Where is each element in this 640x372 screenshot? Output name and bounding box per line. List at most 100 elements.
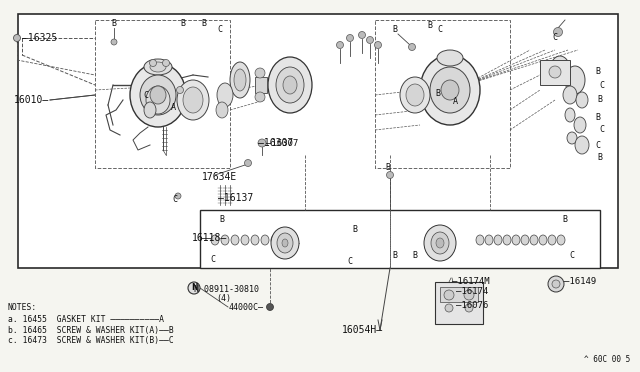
Text: —16174M: —16174M (452, 276, 490, 285)
Ellipse shape (550, 56, 570, 84)
Ellipse shape (271, 235, 279, 245)
Text: B: B (595, 67, 600, 77)
Text: B: B (435, 89, 440, 97)
Text: B: B (392, 26, 397, 35)
Text: —16174: —16174 (456, 286, 488, 295)
Ellipse shape (565, 66, 585, 94)
Ellipse shape (420, 55, 480, 125)
Ellipse shape (251, 235, 259, 245)
Circle shape (177, 87, 184, 93)
Circle shape (337, 42, 344, 48)
Bar (375, 20, 510, 168)
Bar (18, 14, 618, 268)
Ellipse shape (217, 83, 233, 107)
Text: C: C (600, 80, 605, 90)
Circle shape (464, 290, 474, 300)
Ellipse shape (485, 235, 493, 245)
Text: C: C (552, 33, 557, 42)
Circle shape (163, 60, 170, 67)
Ellipse shape (494, 235, 502, 245)
Bar (440, 287, 478, 302)
Bar (95, 20, 230, 168)
Text: B: B (180, 19, 186, 29)
Text: C: C (600, 125, 605, 135)
Ellipse shape (400, 77, 430, 113)
Ellipse shape (548, 235, 556, 245)
Circle shape (374, 42, 381, 48)
Bar (540, 60, 570, 85)
Text: C: C (173, 196, 177, 205)
Ellipse shape (565, 108, 575, 122)
Ellipse shape (430, 67, 470, 113)
Ellipse shape (437, 50, 463, 66)
Ellipse shape (576, 92, 588, 108)
Ellipse shape (221, 235, 229, 245)
Ellipse shape (441, 80, 459, 100)
Ellipse shape (271, 227, 299, 259)
Ellipse shape (150, 86, 166, 104)
Circle shape (175, 193, 181, 199)
Ellipse shape (530, 235, 538, 245)
Bar (200, 210, 600, 268)
Text: A: A (170, 103, 175, 112)
Text: C: C (438, 26, 442, 35)
Text: B: B (413, 250, 417, 260)
Text: 16118—: 16118— (192, 233, 227, 243)
Text: B: B (202, 19, 207, 29)
Bar (435, 282, 483, 324)
Text: a. 16455  GASKET KIT ——————————A: a. 16455 GASKET KIT ——————————A (8, 314, 164, 324)
Text: b. 16465  SCREW & WASHER KIT(A)——B: b. 16465 SCREW & WASHER KIT(A)——B (8, 326, 173, 334)
Ellipse shape (183, 87, 203, 113)
Text: A: A (452, 97, 458, 106)
Ellipse shape (144, 102, 156, 118)
Ellipse shape (140, 75, 176, 115)
Ellipse shape (211, 235, 219, 245)
Circle shape (387, 171, 394, 179)
Ellipse shape (255, 68, 265, 78)
Circle shape (346, 35, 353, 42)
Text: —16307: —16307 (266, 138, 298, 148)
Ellipse shape (150, 62, 166, 72)
Text: —16149: —16149 (564, 278, 596, 286)
Ellipse shape (282, 239, 288, 247)
Ellipse shape (130, 63, 186, 127)
Text: C: C (595, 141, 600, 150)
Text: 17634E: 17634E (202, 172, 237, 182)
Circle shape (444, 290, 454, 300)
Text: B: B (385, 164, 390, 173)
Circle shape (445, 304, 453, 312)
Text: B: B (598, 154, 602, 163)
Circle shape (111, 39, 117, 45)
Text: B: B (598, 96, 602, 105)
Ellipse shape (281, 235, 289, 245)
Text: B: B (428, 20, 433, 29)
Text: B: B (220, 215, 225, 224)
Ellipse shape (512, 235, 520, 245)
Circle shape (367, 36, 374, 44)
Text: C: C (218, 26, 223, 35)
Text: C: C (348, 257, 353, 266)
Text: B: B (111, 19, 116, 29)
Text: —16307: —16307 (258, 138, 293, 148)
Circle shape (548, 276, 564, 292)
Text: 44000C—: 44000C— (229, 302, 264, 311)
Ellipse shape (234, 69, 246, 91)
Ellipse shape (241, 235, 249, 245)
Circle shape (188, 282, 200, 294)
Circle shape (408, 44, 415, 51)
Circle shape (244, 160, 252, 167)
Ellipse shape (575, 136, 589, 154)
Ellipse shape (557, 235, 565, 245)
Text: B: B (392, 250, 397, 260)
Ellipse shape (574, 117, 586, 133)
Circle shape (552, 280, 560, 288)
Ellipse shape (431, 232, 449, 254)
Text: 16054H—: 16054H— (342, 325, 383, 335)
Text: N 08911-30810: N 08911-30810 (194, 285, 259, 294)
Ellipse shape (277, 233, 293, 253)
Ellipse shape (177, 80, 209, 120)
Ellipse shape (539, 235, 547, 245)
Circle shape (554, 28, 563, 36)
Ellipse shape (276, 67, 304, 103)
Ellipse shape (231, 235, 239, 245)
